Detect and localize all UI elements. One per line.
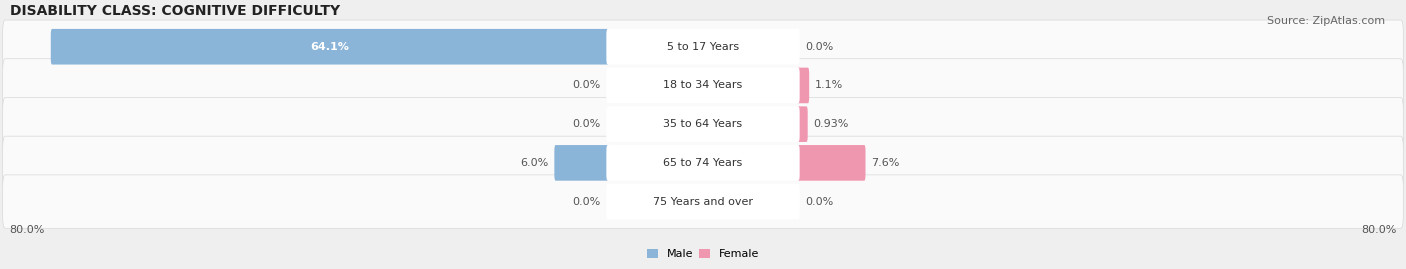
FancyBboxPatch shape xyxy=(606,29,800,65)
FancyBboxPatch shape xyxy=(606,68,800,103)
Text: 0.0%: 0.0% xyxy=(572,119,600,129)
FancyBboxPatch shape xyxy=(3,136,1403,190)
Text: Source: ZipAtlas.com: Source: ZipAtlas.com xyxy=(1267,16,1385,26)
Text: 65 to 74 Years: 65 to 74 Years xyxy=(664,158,742,168)
Text: 18 to 34 Years: 18 to 34 Years xyxy=(664,80,742,90)
Legend: Male, Female: Male, Female xyxy=(643,244,763,264)
FancyBboxPatch shape xyxy=(3,175,1403,228)
Text: 35 to 64 Years: 35 to 64 Years xyxy=(664,119,742,129)
Text: 0.0%: 0.0% xyxy=(572,197,600,207)
Text: 0.93%: 0.93% xyxy=(813,119,849,129)
Text: 0.0%: 0.0% xyxy=(806,197,834,207)
FancyBboxPatch shape xyxy=(797,106,807,142)
FancyBboxPatch shape xyxy=(3,97,1403,151)
Text: 80.0%: 80.0% xyxy=(1361,225,1396,235)
Text: 64.1%: 64.1% xyxy=(311,42,349,52)
Text: 7.6%: 7.6% xyxy=(872,158,900,168)
FancyBboxPatch shape xyxy=(554,145,609,181)
FancyBboxPatch shape xyxy=(51,29,609,65)
Text: 6.0%: 6.0% xyxy=(520,158,548,168)
Text: 5 to 17 Years: 5 to 17 Years xyxy=(666,42,740,52)
FancyBboxPatch shape xyxy=(3,20,1403,73)
FancyBboxPatch shape xyxy=(606,184,800,220)
Text: 0.0%: 0.0% xyxy=(572,80,600,90)
FancyBboxPatch shape xyxy=(797,68,810,103)
FancyBboxPatch shape xyxy=(606,145,800,181)
FancyBboxPatch shape xyxy=(797,145,866,181)
Text: 0.0%: 0.0% xyxy=(806,42,834,52)
FancyBboxPatch shape xyxy=(3,59,1403,112)
Text: DISABILITY CLASS: COGNITIVE DIFFICULTY: DISABILITY CLASS: COGNITIVE DIFFICULTY xyxy=(10,4,340,18)
Text: 80.0%: 80.0% xyxy=(10,225,45,235)
FancyBboxPatch shape xyxy=(606,106,800,142)
Text: 75 Years and over: 75 Years and over xyxy=(652,197,754,207)
Text: 1.1%: 1.1% xyxy=(815,80,844,90)
